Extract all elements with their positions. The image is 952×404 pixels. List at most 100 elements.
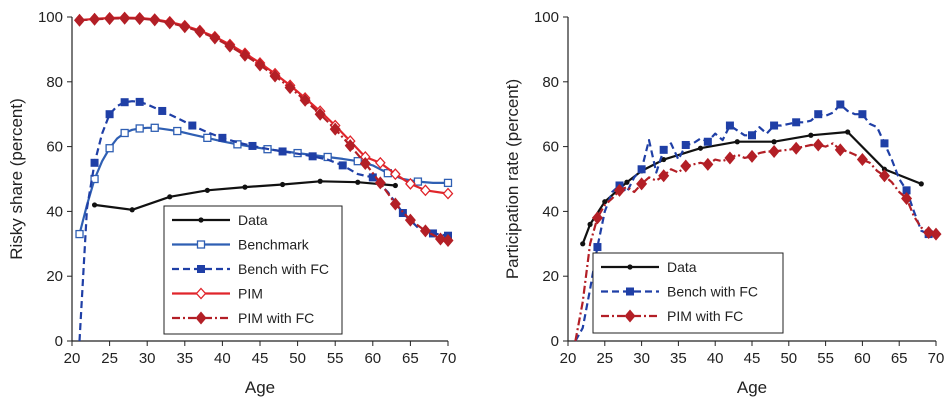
series-data	[91, 178, 398, 213]
x-tick-label: 45	[252, 350, 269, 367]
data-point	[353, 157, 362, 166]
series-line	[574, 142, 937, 342]
data-point	[697, 145, 704, 151]
data-point	[637, 165, 646, 174]
legend-marker	[196, 240, 206, 249]
data-point	[314, 107, 326, 121]
data-point	[167, 194, 173, 200]
data-point	[834, 143, 846, 157]
y-tick-label: 60	[542, 139, 559, 156]
data-point	[419, 224, 431, 238]
data-point	[74, 13, 86, 27]
legend-marker	[197, 265, 205, 273]
y-tick-label: 80	[46, 74, 63, 91]
data-point	[308, 152, 317, 161]
data-point	[149, 13, 161, 27]
data-point	[90, 158, 99, 167]
x-tick-label: 25	[596, 350, 613, 367]
data-point	[636, 177, 648, 191]
data-point	[359, 156, 371, 170]
data-point	[344, 139, 356, 153]
data-point	[329, 122, 341, 136]
legend: Data Benchmark Bench with FC PIM PIM with FC	[163, 205, 343, 335]
x-tick-label: 20	[64, 350, 81, 367]
data-point	[374, 176, 386, 190]
x-tick-label: 35	[176, 350, 193, 367]
series-data	[580, 129, 924, 247]
data-point	[404, 213, 416, 227]
data-point	[930, 227, 942, 241]
legend-entry: Data	[667, 259, 697, 275]
data-point	[734, 139, 740, 145]
x-axis-label: Age	[245, 378, 275, 397]
data-point	[248, 141, 257, 150]
x-tick-label: 55	[327, 350, 344, 367]
y-tick-label: 100	[38, 9, 63, 26]
data-point	[591, 211, 603, 225]
series-pim	[74, 11, 454, 200]
x-tick-label: 50	[780, 350, 797, 367]
legend-entry: PIM with FC	[667, 308, 743, 324]
data-point	[91, 202, 98, 208]
data-point	[836, 100, 845, 109]
data-point	[278, 147, 287, 156]
data-point	[624, 179, 630, 185]
x-tick-label: 50	[289, 350, 306, 367]
data-point	[389, 197, 401, 211]
data-point	[602, 199, 608, 205]
legend-entry: PIM with FC	[238, 310, 314, 326]
data-point	[204, 187, 210, 193]
data-point	[218, 133, 227, 142]
legend-box	[163, 205, 343, 335]
data-point	[374, 156, 386, 169]
y-tick-label: 20	[46, 268, 63, 285]
data-point	[120, 128, 129, 138]
data-point	[771, 139, 777, 145]
data-point	[923, 225, 935, 239]
data-point	[150, 123, 159, 132]
data-point	[164, 16, 176, 30]
legend-marker	[195, 311, 207, 325]
legend-marker	[624, 309, 636, 323]
data-point	[681, 140, 690, 149]
data-point	[368, 173, 377, 182]
data-point	[587, 221, 593, 227]
data-point	[790, 141, 802, 155]
x-tick-label: 20	[560, 350, 577, 367]
data-point	[428, 229, 437, 238]
legend-marker	[627, 264, 633, 270]
data-point	[680, 159, 692, 173]
x-tick-label: 35	[670, 350, 687, 367]
legend-entry: Benchmark	[238, 237, 310, 253]
data-point	[746, 149, 758, 163]
plot-area	[574, 100, 942, 342]
data-point	[317, 178, 323, 184]
x-tick-label: 30	[633, 350, 650, 367]
data-point	[442, 187, 454, 200]
x-tick-label: 45	[744, 350, 761, 367]
data-point	[269, 69, 281, 83]
y-tick-label: 40	[542, 203, 559, 220]
series-pim-with-fc	[574, 138, 942, 342]
data-point	[724, 151, 736, 165]
data-point	[135, 97, 144, 106]
data-point	[614, 183, 626, 197]
legend-entry: PIM	[238, 286, 263, 302]
data-point	[173, 126, 182, 136]
y-axis-label: Risky share (percent)	[7, 98, 26, 260]
data-point	[902, 186, 911, 195]
data-point	[224, 39, 236, 53]
data-point	[120, 98, 129, 107]
data-point	[661, 156, 667, 163]
y-tick-label: 80	[542, 74, 559, 91]
data-point	[580, 241, 586, 247]
data-point	[239, 48, 251, 62]
x-tick-label: 30	[139, 350, 156, 367]
data-point	[135, 124, 144, 133]
data-point	[918, 181, 924, 187]
